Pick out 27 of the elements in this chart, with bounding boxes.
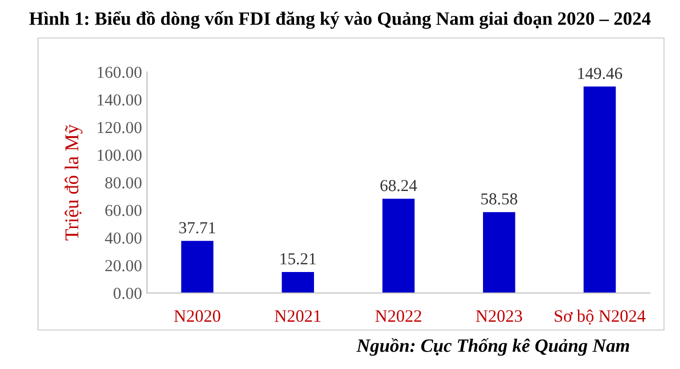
y-tick-label: 60.00 [105,204,142,216]
chart-title: Hình 1: Biểu đồ dòng vốn FDI đăng ký vào Quảng Nam giai đoạn 2020 – 2024 [29,11,651,29]
x-tick-label: N2022 [375,310,422,322]
data-label: 68.24 [380,180,417,192]
y-tick-label: 100.00 [98,150,142,161]
data-label: 149.46 [578,68,622,80]
data-label: 15.21 [280,253,316,265]
bar [584,86,616,293]
x-tick-label: Sơ bộ N2024 [554,310,646,325]
y-tick-label: 0.00 [114,288,142,300]
y-tick-label: 160.00 [98,66,142,78]
bar [483,212,516,293]
bar [382,198,415,293]
y-tick-label: 40.00 [104,232,142,244]
y-tick-label: 80.00 [105,177,142,189]
x-tick-label: N2021 [274,310,320,322]
y-tick-label: 20.00 [105,260,142,272]
data-label: 58.58 [481,193,518,205]
bar [181,240,214,293]
y-tick-label: 120.00 [98,122,142,134]
data-label: 37.71 [179,222,216,234]
y-axis-title: Triệu đô la Mỹ [64,124,82,240]
x-tick-label: N2020 [174,310,220,322]
bar [282,272,314,293]
y-tick-label: 140.00 [98,94,142,106]
x-tick-label: N2023 [476,310,522,322]
text: Nguồn: Cục Thống kê Quảng Nam [356,338,630,356]
